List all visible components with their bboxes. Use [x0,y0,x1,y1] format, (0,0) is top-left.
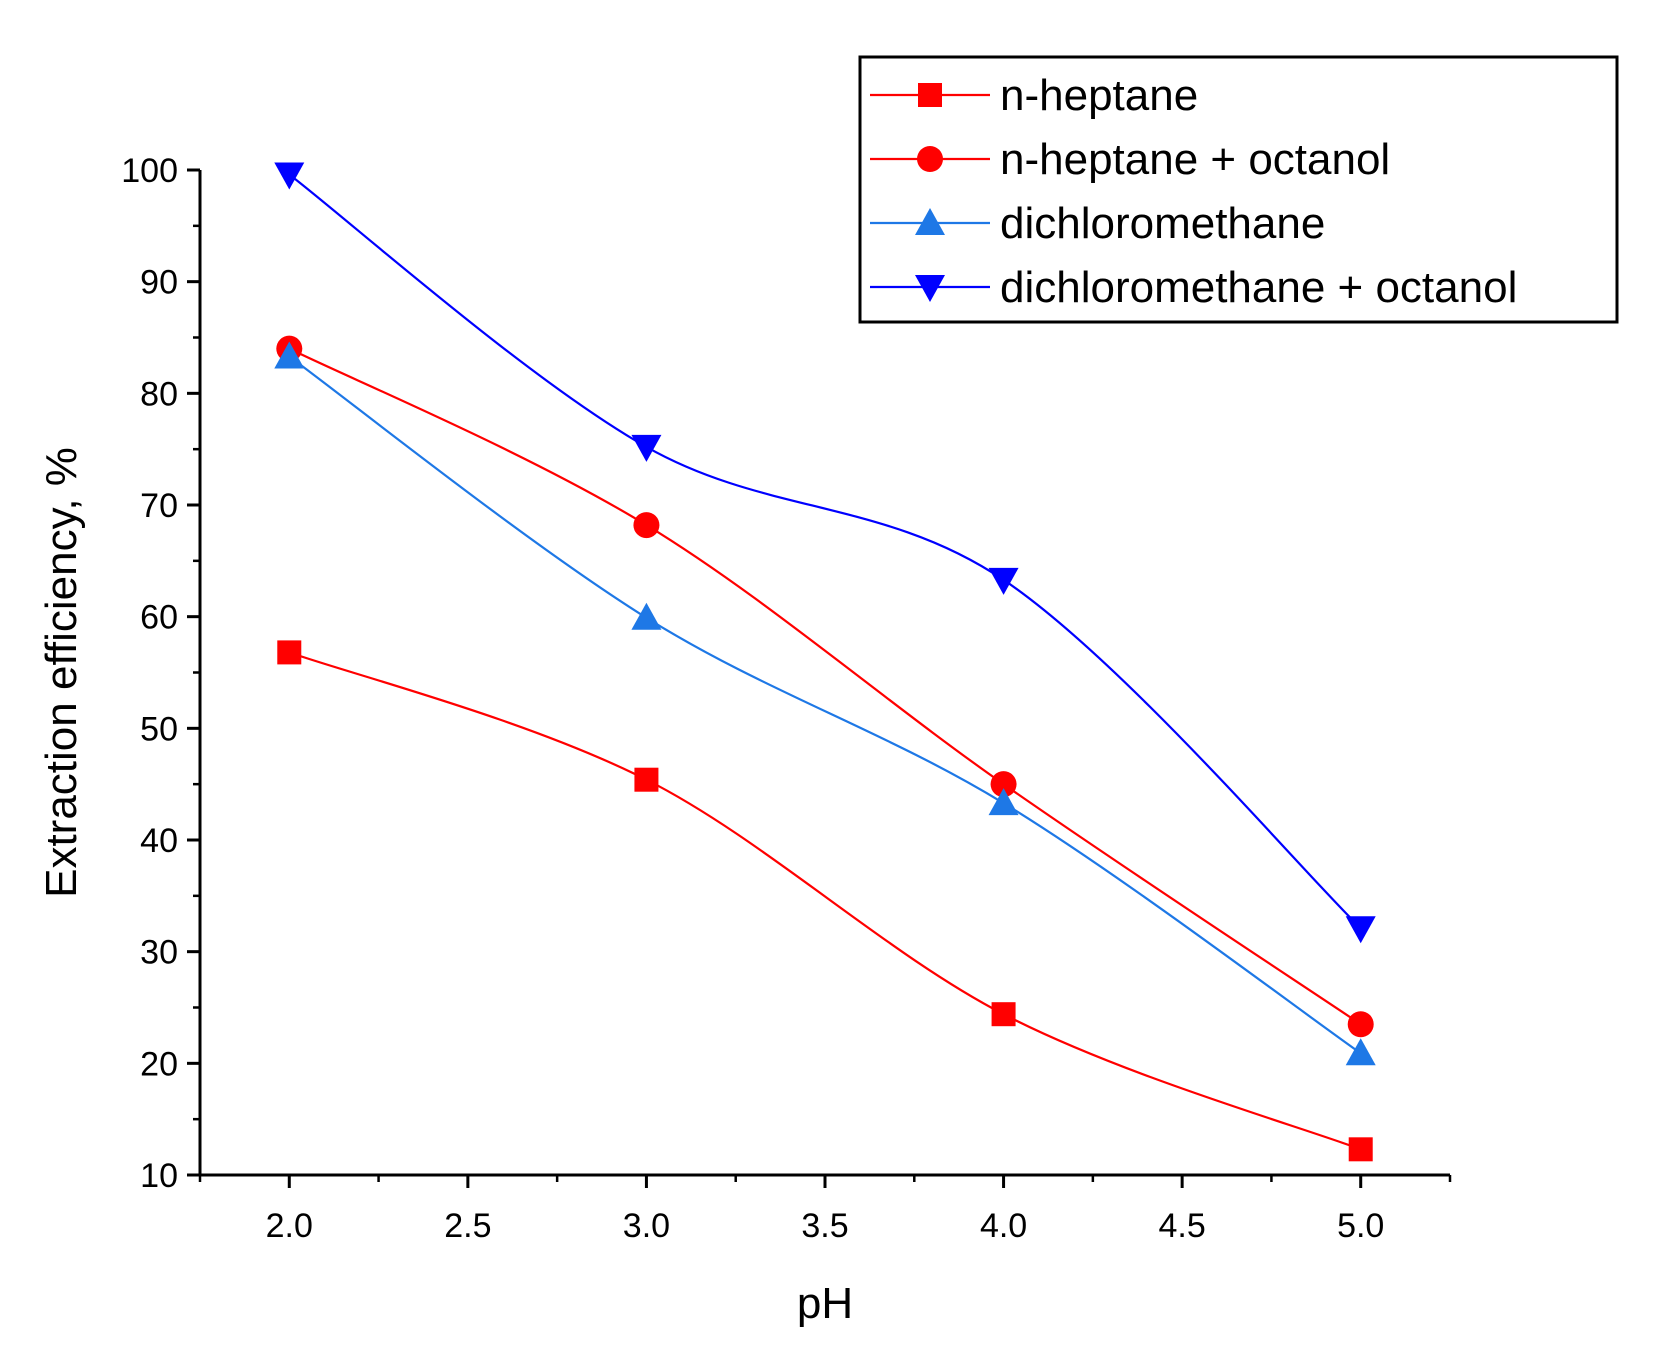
series-line-1 [288,347,1362,1026]
x-tick-label-6: 5.0 [1337,1207,1384,1245]
data-point-1-1 [633,512,660,539]
legend-label-2: dichloromethane [1000,199,1325,248]
y-tick-label-2: 30 [140,934,178,972]
data-point-2-1 [631,602,662,630]
y-tick-label-3: 40 [140,822,178,860]
x-tick-label-2: 3.0 [623,1207,670,1245]
legend-box [858,55,1619,324]
data-point-1-2 [990,771,1017,798]
data-point-3-2 [988,567,1019,595]
x-tick-label-3: 3.5 [801,1207,848,1245]
series-markers [274,162,1376,1162]
x-tick-label-1: 2.5 [444,1207,491,1245]
y-tick-label-6: 70 [140,487,178,525]
data-point-0-3 [1348,1137,1373,1162]
y-tick-label-8: 90 [140,264,178,302]
data-point-2-2 [988,788,1019,816]
x-tick-label-5: 4.5 [1159,1207,1206,1245]
legend-label-3: dichloromethane + octanol [1000,263,1517,312]
data-point-3-1 [631,434,662,462]
data-point-2-0 [274,341,305,369]
legend-marker-1 [917,146,943,172]
data-point-3-3 [1345,916,1376,944]
y-tick-label-7: 80 [140,375,178,413]
legend-marker-3 [915,275,945,302]
legend: n-heptane n-heptane + octanol dichlorometh… [858,55,1619,324]
data-point-1-3 [1347,1011,1374,1038]
legend-label-1: n-heptane + octanol [1000,135,1390,184]
y-tick-label-9: 100 [121,152,178,190]
data-point-0-0 [277,640,302,665]
data-point-0-1 [634,767,659,792]
data-point-0-2 [991,1002,1016,1027]
axes: 10 20 30 40 50 60 70 80 90 100 2.0 2.5 3.0 3.5 4.0 4.5 5… [121,152,1452,1245]
x-tick-label-0: 2.0 [266,1207,313,1245]
legend-label-0: n-heptane [1000,71,1198,120]
y-tick-label-1: 20 [140,1045,178,1083]
series-line-2 [288,355,1362,1055]
x-tick-label-4: 4.0 [980,1207,1027,1245]
y-tick-label-5: 60 [140,599,178,637]
y-axis-title: Extraction efficiency, % [37,447,86,898]
legend-marker-0 [918,83,942,107]
data-point-3-0 [274,162,305,190]
y-tick-label-4: 50 [140,710,178,748]
series-line-0 [288,651,1362,1151]
legend-marker-2 [915,208,945,235]
data-point-2-3 [1345,1038,1376,1066]
series-line-3 [288,173,1362,930]
x-axis-title: pH [797,1279,853,1328]
y-tick-label-0: 10 [140,1157,178,1195]
series-curves [288,173,1362,1151]
